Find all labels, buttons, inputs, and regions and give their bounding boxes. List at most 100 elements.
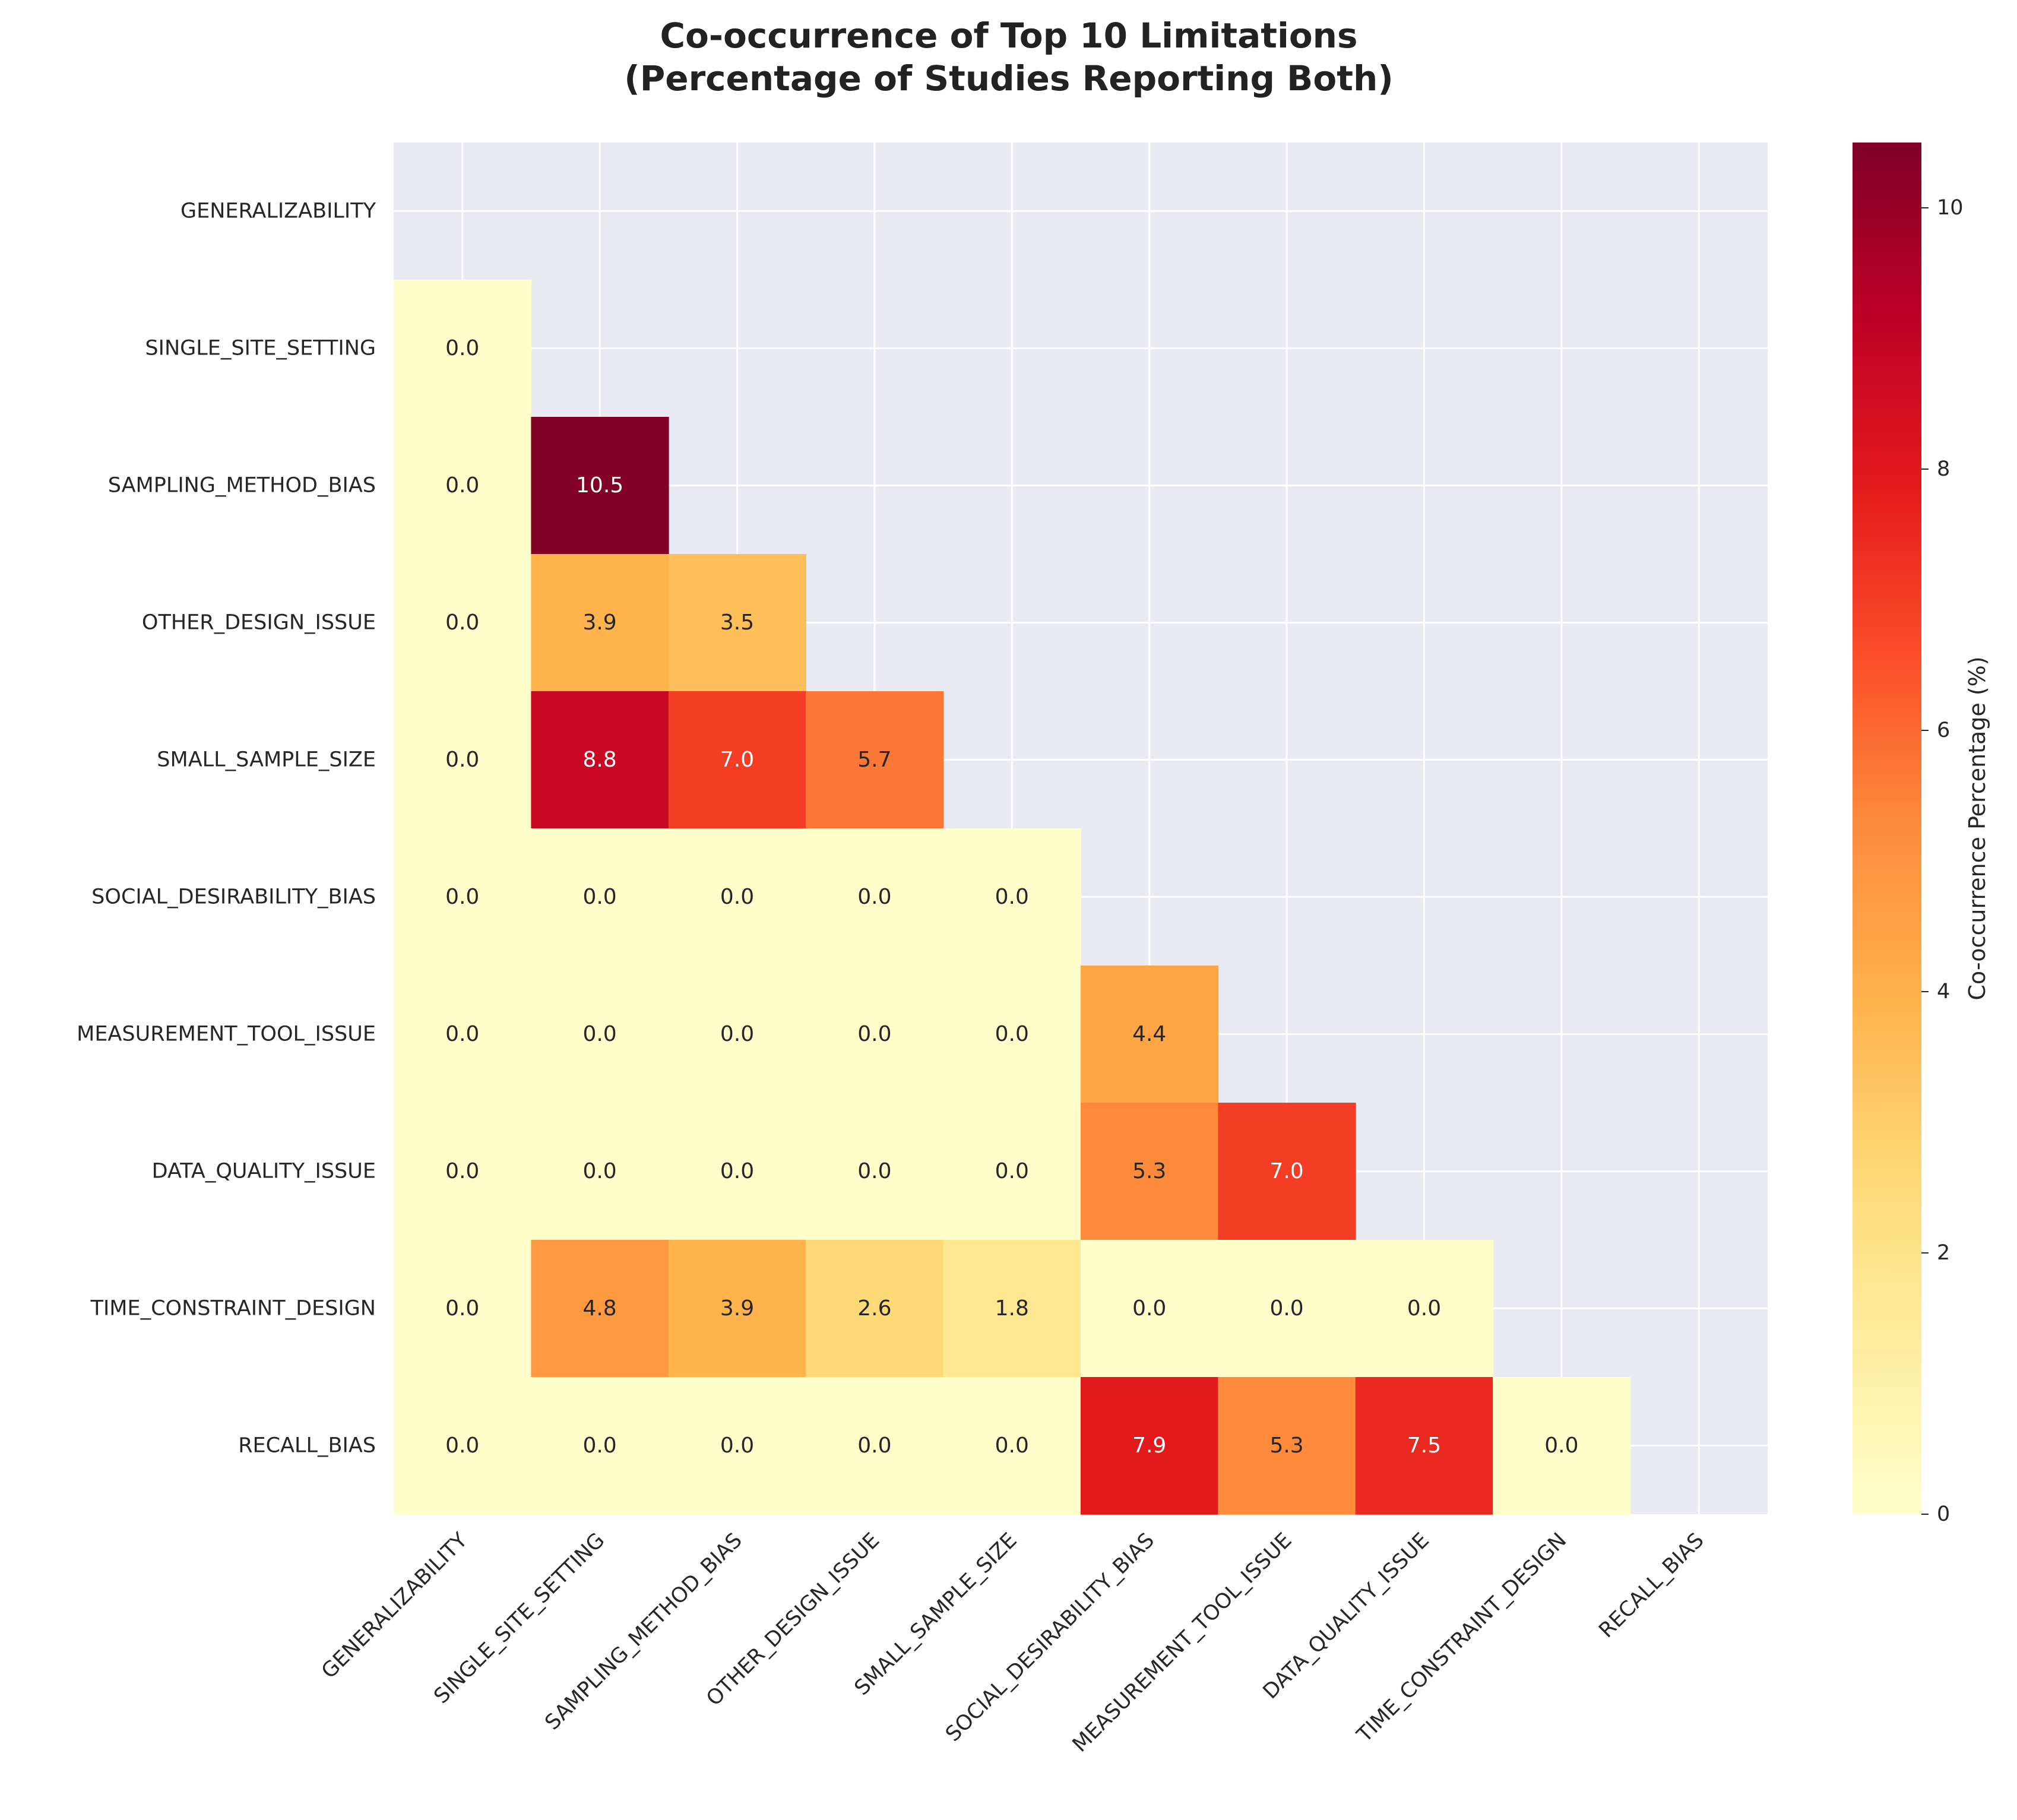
- heatmap-cell: [668, 828, 806, 966]
- heatmap-cell: [394, 1240, 532, 1378]
- heatmap-cell: [806, 966, 944, 1103]
- heatmap-cell: [806, 1377, 944, 1515]
- cell-value-label: 5.3: [1269, 1433, 1303, 1458]
- heatmap-cell: [531, 417, 669, 555]
- heatmap-cell: [1355, 1240, 1493, 1378]
- cell-value-label: 0.0: [445, 748, 479, 772]
- column-tick-label: RECALL_BIAS: [1594, 1528, 1708, 1642]
- chart-title-line: Co-occurrence of Top 10 Limitations: [660, 15, 1357, 56]
- heatmap-cell: [668, 966, 806, 1103]
- row-tick-label: SINGLE_SITE_SETTING: [145, 337, 376, 360]
- cell-value-label: 0.0: [445, 1159, 479, 1183]
- heatmap-cell: [1218, 1103, 1356, 1240]
- cell-value-label: 10.5: [576, 473, 623, 498]
- cell-value-label: 0.0: [445, 1433, 479, 1458]
- heatmap-cell: [1493, 1377, 1631, 1515]
- heatmap-cell: [394, 554, 532, 692]
- cell-value-label: 8.8: [582, 748, 616, 772]
- colorbar-label: Co-occurrence Percentage (%): [1964, 656, 1990, 1000]
- cell-value-label: 2.6: [857, 1296, 891, 1321]
- cell-value-label: 0.0: [1544, 1433, 1578, 1458]
- row-tick-label: TIME_CONSTRAINT_DESIGN: [90, 1297, 376, 1321]
- colorbar-tick-label: 0: [1937, 1502, 1950, 1526]
- heatmap-cell: [943, 1103, 1081, 1240]
- heatmap-cell: [394, 1377, 532, 1515]
- heatmap-cell: [1081, 1377, 1219, 1515]
- heatmap-cell: [531, 1240, 669, 1378]
- cell-value-label: 0.0: [995, 1159, 1029, 1183]
- cell-value-label: 7.0: [1269, 1159, 1303, 1183]
- cell-value-label: 0.0: [857, 1022, 891, 1046]
- cell-value-label: 3.5: [720, 610, 754, 635]
- heatmap-cell: [1355, 1377, 1493, 1515]
- heatmap-cell: [668, 1377, 806, 1515]
- cell-value-label: 1.8: [995, 1296, 1029, 1321]
- colorbar-tick-label: 10: [1937, 196, 1964, 220]
- cell-value-label: 7.5: [1407, 1433, 1441, 1458]
- heatmap-cell: [943, 1240, 1081, 1378]
- heatmap-cell: [668, 691, 806, 829]
- colorbar-tick-label: 2: [1937, 1241, 1950, 1265]
- heatmap-cell: [1218, 1240, 1356, 1378]
- column-tick-label: MEASUREMENT_TOOL_ISSUE: [1068, 1528, 1297, 1757]
- row-tick-label: MEASUREMENT_TOOL_ISSUE: [77, 1023, 376, 1046]
- cell-value-label: 0.0: [1269, 1296, 1303, 1321]
- heatmap-cell: [806, 1240, 944, 1378]
- colorbar: [1853, 143, 1921, 1514]
- cell-value-label: 0.0: [445, 885, 479, 909]
- heatmap-cell: [668, 1103, 806, 1240]
- colorbar-tick-label: 4: [1937, 980, 1950, 1004]
- cell-value-label: 0.0: [582, 1433, 616, 1458]
- cell-value-label: 0.0: [720, 1022, 754, 1046]
- column-tick-label: GENERALIZABILITY: [317, 1528, 472, 1683]
- heatmap-cell: [943, 828, 1081, 966]
- heatmap-cell: [531, 828, 669, 966]
- heatmap-cell: [1081, 1103, 1219, 1240]
- heatmap-cell: [943, 966, 1081, 1103]
- cell-value-label: 4.8: [582, 1296, 616, 1321]
- cell-value-label: 0.0: [1132, 1296, 1166, 1321]
- heatmap-cell: [531, 691, 669, 829]
- heatmap-cell: [394, 1103, 532, 1240]
- cell-value-label: 5.7: [857, 748, 891, 772]
- cell-value-label: 0.0: [445, 473, 479, 498]
- cell-value-label: 0.0: [857, 1433, 891, 1458]
- heatmap-cell: [1081, 966, 1219, 1103]
- heatmap-cell: [394, 280, 532, 417]
- cell-value-label: 7.0: [720, 748, 754, 772]
- cell-value-label: 0.0: [445, 610, 479, 635]
- cell-value-label: 0.0: [857, 885, 891, 909]
- colorbar-tick-label: 8: [1937, 457, 1950, 481]
- row-tick-label: SOCIAL_DESIRABILITY_BIAS: [91, 885, 376, 909]
- heatmap-cell: [943, 1377, 1081, 1515]
- heatmap-cell: [806, 691, 944, 829]
- row-tick-label: SAMPLING_METHOD_BIAS: [108, 474, 376, 498]
- heatmap-cell: [806, 828, 944, 966]
- row-tick-label: OTHER_DESIGN_ISSUE: [142, 611, 376, 635]
- cell-value-label: 0.0: [720, 1433, 754, 1458]
- heatmap-cell: [394, 966, 532, 1103]
- cell-value-label: 0.0: [995, 1433, 1029, 1458]
- cell-value-label: 0.0: [445, 336, 479, 360]
- cell-value-label: 5.3: [1132, 1159, 1166, 1183]
- heatmap-cell: [668, 1240, 806, 1378]
- cell-value-label: 0.0: [857, 1159, 891, 1183]
- cell-value-label: 7.9: [1132, 1433, 1166, 1458]
- heatmap-cell: [1218, 1377, 1356, 1515]
- heatmap-cell: [531, 966, 669, 1103]
- heatmap-cell: [531, 1103, 669, 1240]
- chart-title-line: (Percentage of Studies Reporting Both): [624, 58, 1394, 99]
- row-tick-label: SMALL_SAMPLE_SIZE: [157, 748, 376, 772]
- heatmap-cell: [394, 828, 532, 966]
- colorbar-tick-label: 6: [1937, 718, 1950, 742]
- cell-value-label: 0.0: [720, 1159, 754, 1183]
- row-tick-label: DATA_QUALITY_ISSUE: [152, 1160, 376, 1183]
- cell-value-label: 0.0: [995, 1022, 1029, 1046]
- cell-value-label: 0.0: [445, 1022, 479, 1046]
- cell-value-label: 0.0: [582, 885, 616, 909]
- cell-value-label: 0.0: [995, 885, 1029, 909]
- row-tick-label: RECALL_BIAS: [238, 1434, 376, 1458]
- cell-value-label: 3.9: [720, 1296, 754, 1321]
